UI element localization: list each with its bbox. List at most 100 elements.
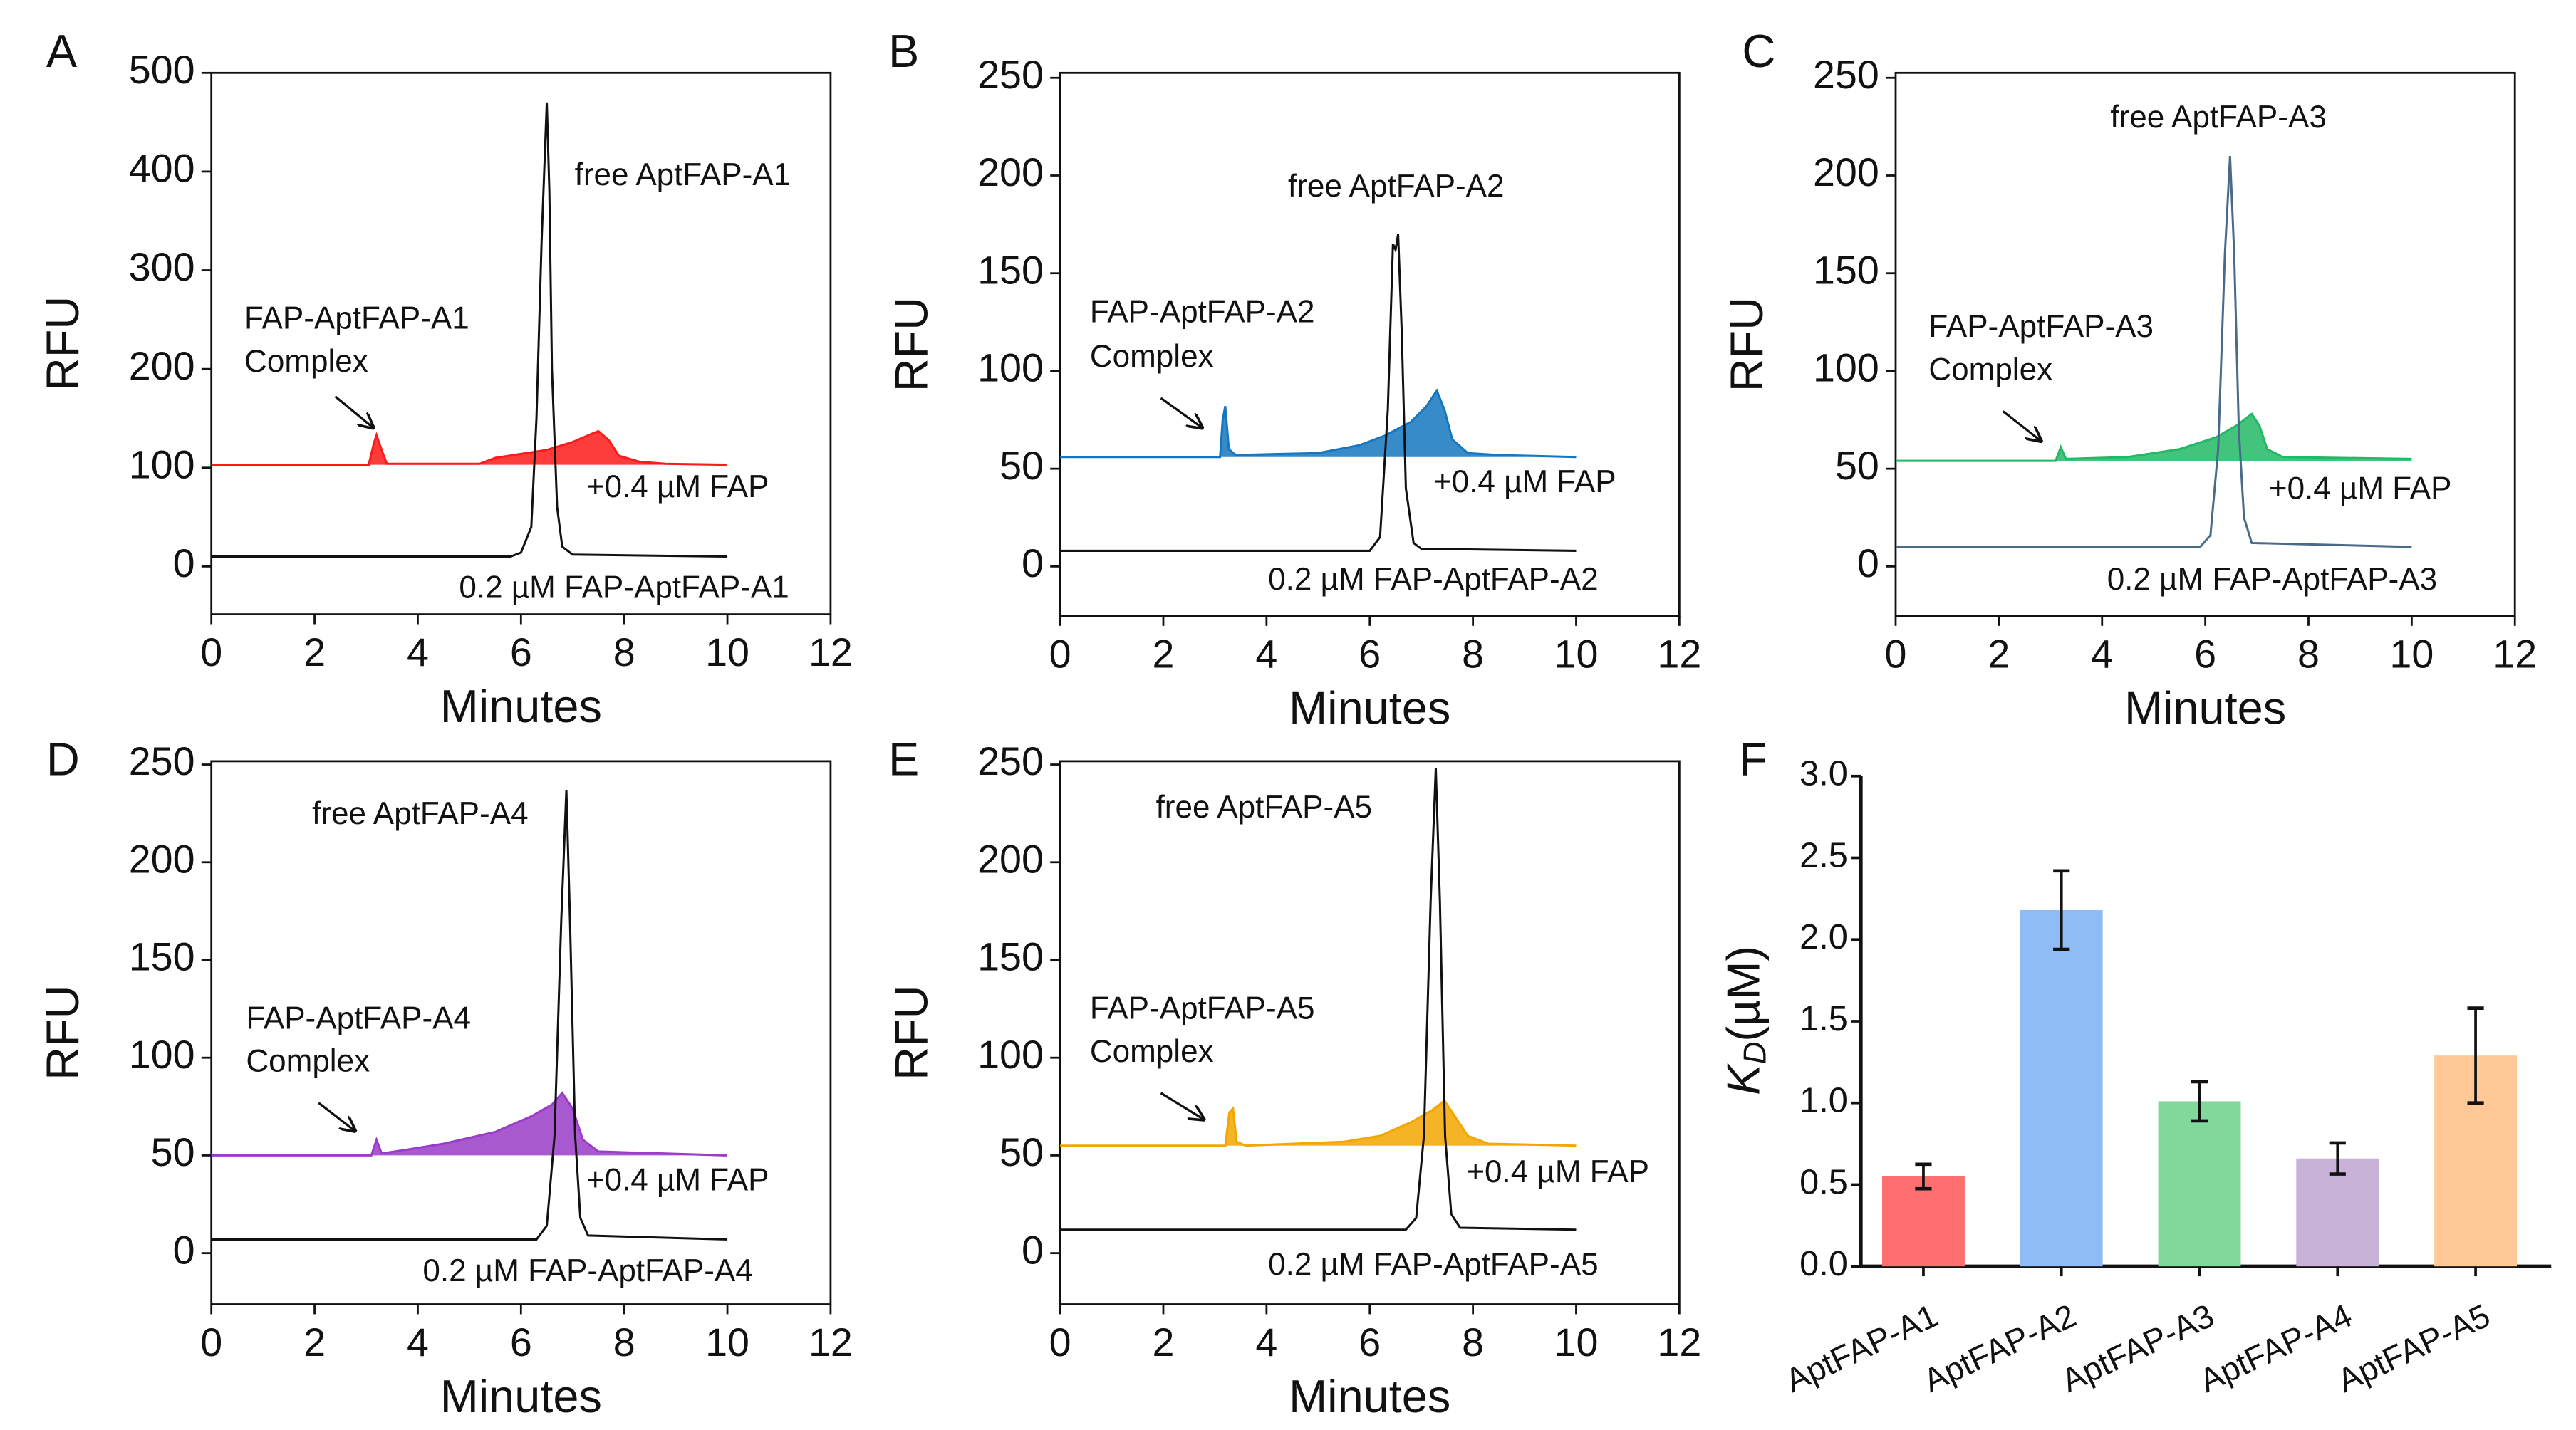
y-tick-label: 200 (129, 837, 195, 881)
plot-frame (1059, 760, 1681, 1305)
complex-label: FAP-AptFAP-A1 (244, 301, 469, 336)
fap-addition-label: +0.4 µM FAP (1466, 1154, 1649, 1189)
x-tick-label: 12 (809, 1320, 853, 1364)
x-axis-title: Minutes (1289, 682, 1450, 734)
bar-aptfap-a3 (2158, 1101, 2241, 1267)
x-tick-label: 10 (705, 1320, 749, 1364)
x-tick-label: 0 (1049, 632, 1071, 677)
y-tick-label: 50 (999, 444, 1044, 488)
y-tick-label: 100 (977, 346, 1044, 390)
y-tick-label: 400 (129, 147, 195, 191)
sample-label: 0.2 µM FAP-AptFAP-A3 (2107, 562, 2437, 597)
x-tick-label: 12 (1657, 1320, 1701, 1364)
y-tick-label: 200 (977, 150, 1044, 194)
x-tick-label: 6 (1359, 1320, 1381, 1364)
bar-aptfap-a2 (2020, 909, 2103, 1267)
x-axis-title: Minutes (440, 680, 602, 732)
x-tick-label: 4 (1255, 632, 1277, 677)
x-tick-label: AptFAP-A2 (1918, 1297, 2082, 1399)
complex-arrow-icon (1160, 397, 1203, 428)
complex-label-line2: Complex (246, 1044, 370, 1079)
y-tick-label: 250 (977, 53, 1044, 97)
y-tick-label: 1.5 (1799, 1000, 1848, 1038)
x-tick-label: 2 (303, 1320, 326, 1364)
x-axis-title: Minutes (440, 1370, 602, 1422)
y-tick-label: 2.0 (1799, 918, 1848, 956)
y-tick-label: 0 (1022, 1228, 1044, 1272)
bar-aptfap-a4 (2296, 1158, 2379, 1267)
x-tick-label: 12 (1657, 632, 1701, 677)
x-tick-label: 8 (2297, 632, 2320, 677)
x-tick-label: 8 (613, 1320, 635, 1364)
x-tick-label: 6 (510, 630, 532, 674)
y-tick-label: 250 (1813, 53, 1879, 97)
series-line-sample (211, 102, 728, 558)
x-tick-label: 4 (407, 630, 429, 674)
complex-label-line2: Complex (244, 344, 368, 379)
x-tick-label: 10 (2389, 632, 2434, 677)
x-tick-label: 10 (1554, 1320, 1599, 1364)
complex-arrow-icon (318, 1102, 355, 1131)
x-tick-label: 2 (1153, 1320, 1175, 1364)
complex-label: FAP-AptFAP-A2 (1090, 294, 1315, 329)
complex-arrow-icon (1160, 1092, 1204, 1120)
complex-label: FAP-AptFAP-A3 (1928, 309, 2154, 344)
y-axis-title: RFU (36, 296, 88, 391)
x-tick-label: 8 (1462, 1320, 1484, 1364)
y-tick-label: 100 (977, 1033, 1044, 1077)
x-tick-label: 8 (613, 630, 635, 674)
y-tick-label: 200 (977, 837, 1044, 881)
x-tick-label: 2 (1153, 632, 1175, 677)
panel-letter: C (1742, 25, 1775, 77)
series-line-fap (211, 1091, 728, 1157)
y-tick-label: 500 (129, 48, 195, 92)
fap-addition-label: +0.4 µM FAP (1433, 464, 1616, 499)
sample-label: 0.2 µM FAP-AptFAP-A4 (422, 1253, 752, 1288)
y-tick-label: 100 (129, 442, 195, 486)
x-tick-label: 8 (1462, 632, 1484, 677)
free-aptamer-label: free AptFAP-A4 (312, 796, 528, 831)
y-tick-label: 0.5 (1799, 1163, 1848, 1201)
sample-label: 0.2 µM FAP-AptFAP-A1 (459, 570, 789, 605)
x-tick-label: 0 (1885, 632, 1907, 677)
x-tick-label: 0 (200, 630, 222, 674)
fap-addition-label: +0.4 µM FAP (586, 469, 769, 504)
panel-letter: E (888, 733, 919, 785)
y-tick-label: 150 (977, 935, 1044, 979)
x-tick-label: 0 (200, 1320, 222, 1364)
y-tick-label: 1.0 (1799, 1082, 1848, 1120)
y-axis-title: RFU (36, 986, 88, 1080)
panel-letter: A (46, 25, 78, 77)
series-line-fap (1060, 388, 1577, 459)
x-tick-label: AptFAP-A5 (2332, 1297, 2496, 1399)
chart-panel-a: A 0 100 200 300 400 500 0 2 4 6 8 10 12 Minutes RFU free… (36, 25, 853, 732)
y-tick-label: 3.0 (1799, 755, 1848, 793)
y-tick-label: 150 (1813, 248, 1879, 292)
series-fill-fap (1060, 390, 1577, 457)
complex-label-line2: Complex (1090, 1034, 1214, 1069)
panel-letter: F (1739, 733, 1767, 785)
series-fill-fap (211, 1092, 728, 1156)
y-tick-label: 0 (1022, 541, 1044, 585)
y-tick-label: 50 (151, 1130, 195, 1174)
x-tick-label: AptFAP-A3 (2056, 1297, 2220, 1399)
sample-label: 0.2 µM FAP-AptFAP-A2 (1268, 562, 1598, 597)
y-tick-label: 250 (129, 739, 195, 783)
series-fill-fap (211, 431, 728, 465)
y-tick-label: 50 (1835, 444, 1879, 488)
x-tick-label: 12 (809, 630, 853, 674)
complex-label: FAP-AptFAP-A5 (1090, 991, 1315, 1026)
series-line-fap (211, 429, 728, 466)
y-tick-label: 100 (129, 1033, 195, 1077)
complex-label-line2: Complex (1928, 353, 2052, 387)
x-tick-label: 4 (407, 1320, 429, 1364)
series-line-sample (1896, 155, 2412, 548)
x-tick-label: AptFAP-A4 (2193, 1297, 2357, 1399)
complex-arrow-icon (2002, 410, 2041, 441)
y-axis-title-sub: D (1738, 1042, 1772, 1065)
x-tick-label: 2 (303, 630, 326, 674)
y-axis-title: RFU (1720, 297, 1772, 392)
complex-arrow-icon (334, 395, 373, 428)
x-tick-label: 4 (1255, 1320, 1277, 1364)
complex-label: FAP-AptFAP-A4 (246, 1001, 471, 1035)
